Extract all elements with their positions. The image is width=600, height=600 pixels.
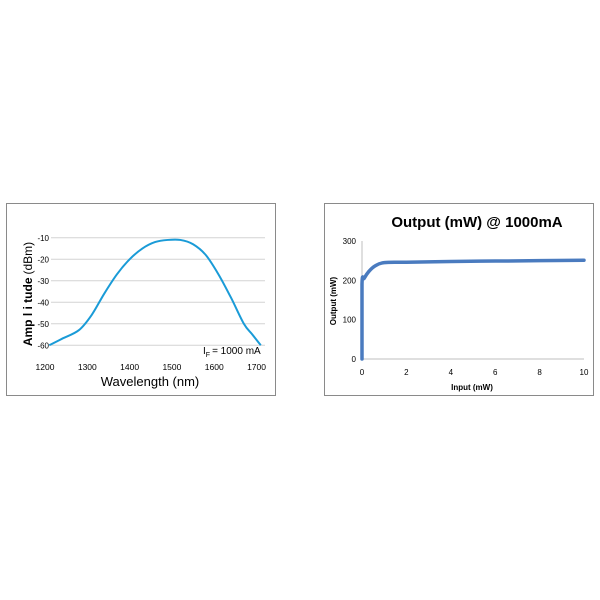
amplitude-y-tick-label: -10 <box>37 234 49 243</box>
output-chart-title: Output (mW) @ 1000mA <box>391 214 562 231</box>
amplitude-y-tick-label: -60 <box>37 341 49 350</box>
amplitude-y-axis-label: Amp l i tude(dBm) <box>21 242 35 346</box>
output-x-tick-label: 4 <box>449 368 454 377</box>
amplitude-y-tick-label: -20 <box>37 255 49 264</box>
output-x-tick-label: 2 <box>404 368 409 377</box>
output-y-axis-label: Output (mW) <box>329 276 338 325</box>
amplitude-annotation: IF = 1000 mA <box>203 346 261 359</box>
output-x-tick-label: 0 <box>360 368 365 377</box>
output-x-tick-label: 6 <box>493 368 498 377</box>
output-axes <box>361 241 584 360</box>
amplitude-x-tick-label: 1200 <box>36 362 55 372</box>
amplitude-chart: -10-20-30-40-50-60 1200 1300 1400 1500 1600 1… <box>21 234 267 389</box>
output-y-tick-label: 0 <box>352 355 357 364</box>
amplitude-x-tick-label: 1600 <box>205 362 224 372</box>
output-chart-panel: Output (mW) @ 1000mA 0 100 200 300 0 2 4 6 8 10 … <box>324 203 594 396</box>
amplitude-x-tick-label: 1700 <box>247 362 266 372</box>
amplitude-series-line <box>48 238 262 347</box>
amplitude-x-axis-label: Wavelength (nm) <box>101 374 200 389</box>
amplitude-y-tick-label: -30 <box>37 277 49 286</box>
output-y-tick-label: 300 <box>343 237 357 246</box>
amplitude-x-tick-label: 1500 <box>162 362 181 372</box>
output-x-tick-label: 10 <box>580 368 589 377</box>
output-y-tick-label: 200 <box>343 276 357 285</box>
amplitude-grid <box>51 237 265 346</box>
amplitude-x-tick-label: 1300 <box>78 362 97 372</box>
amplitude-y-tick-label: -40 <box>37 298 49 307</box>
output-y-tick-label: 100 <box>343 316 357 325</box>
output-x-ticks: 0 2 4 6 8 10 <box>360 368 589 377</box>
output-x-axis-label: Input (mW) <box>451 383 493 392</box>
output-series-line <box>360 258 586 361</box>
amplitude-y-tick-label: -50 <box>37 320 49 329</box>
output-x-tick-label: 8 <box>537 368 542 377</box>
amplitude-x-ticks: 1200 1300 1400 1500 1600 1700 <box>36 362 267 372</box>
amplitude-chart-panel: -10 -20 -30 -40 -50 -60 1200 1300 1400 1500 1600 1… <box>6 203 276 396</box>
output-y-ticks: 0 100 200 300 <box>343 237 357 364</box>
amplitude-y-ticks: -10 -20 -30 -40 -50 -60 <box>37 234 49 350</box>
amplitude-x-tick-label: 1400 <box>120 362 139 372</box>
